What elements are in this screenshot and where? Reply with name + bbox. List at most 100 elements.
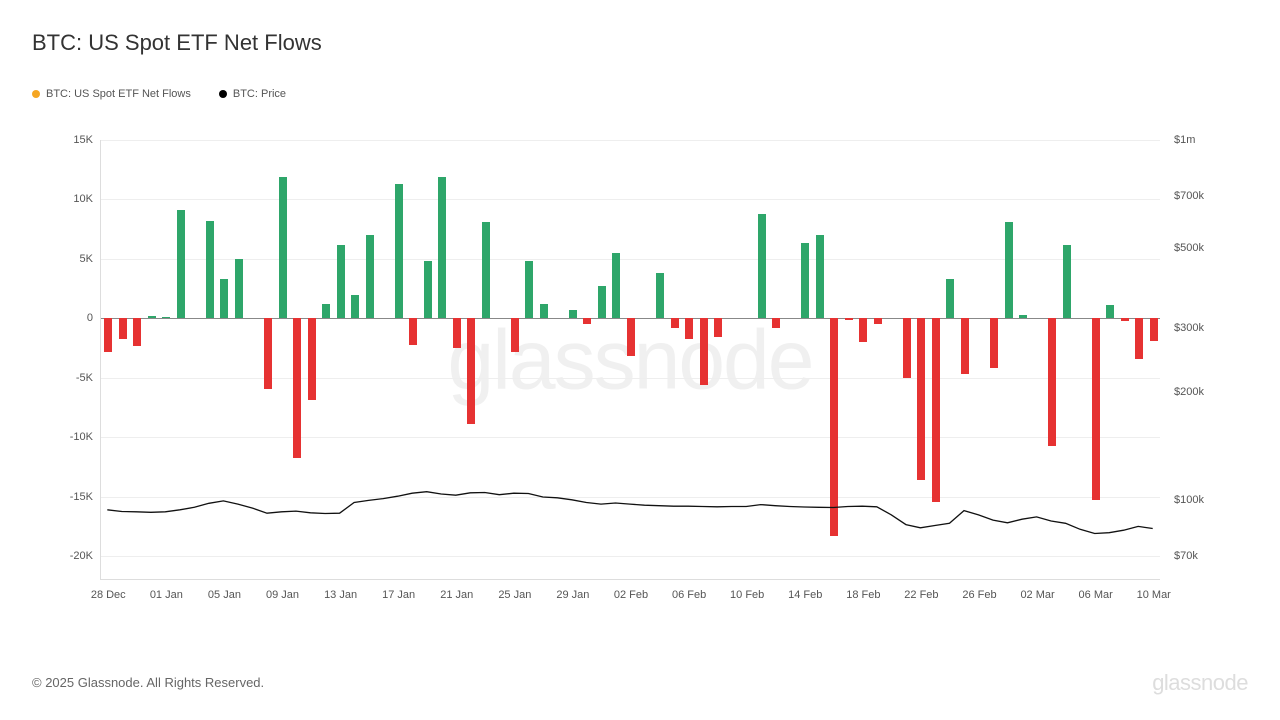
flow-bar (235, 259, 243, 318)
x-tick-label: 21 Jan (440, 589, 473, 601)
flow-bar (946, 279, 954, 318)
y-left-tick-label: 0 (87, 312, 93, 324)
flow-bar (816, 235, 824, 318)
flow-bar (569, 310, 577, 318)
flow-bar (366, 235, 374, 318)
y-left-tick-label: -20K (70, 550, 93, 562)
flow-bar (685, 318, 693, 338)
flow-bar (874, 318, 882, 324)
grid-line (101, 556, 1160, 557)
flow-bar (395, 184, 403, 318)
flow-bar (177, 210, 185, 318)
flow-bar (133, 318, 141, 345)
flow-bar (932, 318, 940, 501)
flow-bar (337, 245, 345, 319)
legend-label-flows: BTC: US Spot ETF Net Flows (46, 88, 191, 100)
flow-bar (1092, 318, 1100, 500)
x-tick-label: 29 Jan (556, 589, 589, 601)
flow-bar (1135, 318, 1143, 358)
footer-brand: glassnode (1152, 670, 1248, 696)
flow-bar (1005, 222, 1013, 318)
flow-bar (990, 318, 998, 368)
flow-bar (525, 261, 533, 318)
flow-bar (482, 222, 490, 318)
flow-bar (162, 317, 170, 319)
x-tick-label: 14 Feb (788, 589, 822, 601)
legend-dot-price-icon (219, 90, 227, 98)
grid-line (101, 497, 1160, 498)
footer-copyright: © 2025 Glassnode. All Rights Reserved. (32, 675, 264, 690)
x-tick-label: 26 Feb (962, 589, 996, 601)
x-tick-label: 02 Feb (614, 589, 648, 601)
flow-bar (830, 318, 838, 536)
y-right-tick-label: $300k (1174, 322, 1204, 334)
y-left-tick-label: -10K (70, 431, 93, 443)
flow-bar (322, 304, 330, 318)
y-right-tick-label: $70k (1174, 550, 1198, 562)
x-tick-label: 25 Jan (498, 589, 531, 601)
flow-bar (1063, 245, 1071, 319)
flow-bar (859, 318, 867, 342)
x-tick-label: 28 Dec (91, 589, 126, 601)
flow-bar (1106, 305, 1114, 318)
x-tick-label: 02 Mar (1020, 589, 1054, 601)
flow-bar (758, 214, 766, 319)
y-left-tick-label: 5K (80, 253, 93, 265)
x-tick-label: 22 Feb (904, 589, 938, 601)
flow-bar (351, 295, 359, 319)
legend-dot-flows-icon (32, 90, 40, 98)
plot: 15K10K5K0-5K-10K-15K-20K$1m$700k$500k$30… (100, 140, 1160, 580)
flow-bar (438, 177, 446, 319)
chart-area: glassnode 15K10K5K0-5K-10K-15K-20K$1m$70… (100, 140, 1160, 580)
flow-bar (1150, 318, 1158, 341)
flow-bar (308, 318, 316, 400)
legend-label-price: BTC: Price (233, 88, 286, 100)
flow-bar (714, 318, 722, 337)
grid-line (101, 378, 1160, 379)
flow-bar (598, 286, 606, 318)
flow-bar (903, 318, 911, 377)
flow-bar (453, 318, 461, 348)
grid-line (101, 259, 1160, 260)
flow-bar (961, 318, 969, 374)
x-tick-label: 10 Feb (730, 589, 764, 601)
flow-bar (220, 279, 228, 318)
y-left-tick-label: -15K (70, 491, 93, 503)
grid-line (101, 437, 1160, 438)
flow-bar (772, 318, 780, 328)
y-left-tick-label: -5K (76, 372, 93, 384)
flow-bar (801, 243, 809, 318)
x-tick-label: 10 Mar (1137, 589, 1171, 601)
flow-bar (409, 318, 417, 344)
flow-bar (671, 318, 679, 328)
x-tick-label: 01 Jan (150, 589, 183, 601)
flow-bar (845, 318, 853, 319)
flow-bar (700, 318, 708, 385)
x-tick-label: 17 Jan (382, 589, 415, 601)
flow-bar (656, 273, 664, 318)
flow-bar (264, 318, 272, 388)
flow-bar (627, 318, 635, 356)
y-right-tick-label: $200k (1174, 386, 1204, 398)
y-right-tick-label: $700k (1174, 190, 1204, 202)
flow-bar (119, 318, 127, 338)
y-right-tick-label: $500k (1174, 242, 1204, 254)
flow-bar (511, 318, 519, 351)
y-left-tick-label: 15K (73, 134, 93, 146)
x-tick-label: 06 Feb (672, 589, 706, 601)
flow-bar (1019, 315, 1027, 319)
flow-bar (424, 261, 432, 318)
flow-bar (206, 221, 214, 319)
chart-title: BTC: US Spot ETF Net Flows (32, 30, 322, 56)
legend-item-flows: BTC: US Spot ETF Net Flows (32, 88, 191, 100)
legend: BTC: US Spot ETF Net Flows BTC: Price (32, 88, 286, 100)
flow-bar (917, 318, 925, 480)
grid-line (101, 140, 1160, 141)
y-left-tick-label: 10K (73, 193, 93, 205)
x-tick-label: 18 Feb (846, 589, 880, 601)
flow-bar (1048, 318, 1056, 445)
flow-bar (148, 316, 156, 318)
y-right-tick-label: $1m (1174, 134, 1195, 146)
flow-bar (467, 318, 475, 424)
x-tick-label: 06 Mar (1079, 589, 1113, 601)
